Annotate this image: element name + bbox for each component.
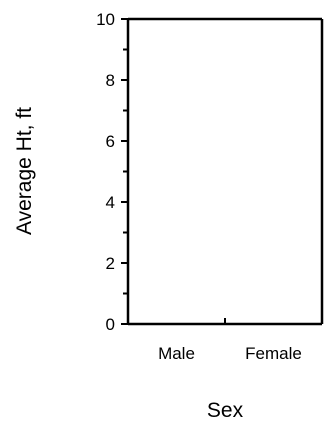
y-tick-label: 4 — [106, 193, 115, 212]
y-tick-label: 8 — [106, 71, 115, 90]
y-tick-label: 10 — [96, 10, 115, 29]
x-tick-label: Female — [245, 344, 302, 363]
y-tick-label: 0 — [106, 315, 115, 334]
y-axis-tick-labels: 0 2 4 6 8 10 — [96, 10, 115, 334]
x-axis-tick-labels: Male Female — [158, 344, 302, 363]
y-tick-label: 2 — [106, 254, 115, 273]
x-axis-label: Sex — [207, 399, 244, 421]
y-tick-label: 6 — [106, 132, 115, 151]
y-axis-ticks — [121, 18, 128, 325]
x-tick-label: Male — [158, 344, 195, 363]
y-axis-label: Average Ht, ft — [13, 107, 36, 235]
